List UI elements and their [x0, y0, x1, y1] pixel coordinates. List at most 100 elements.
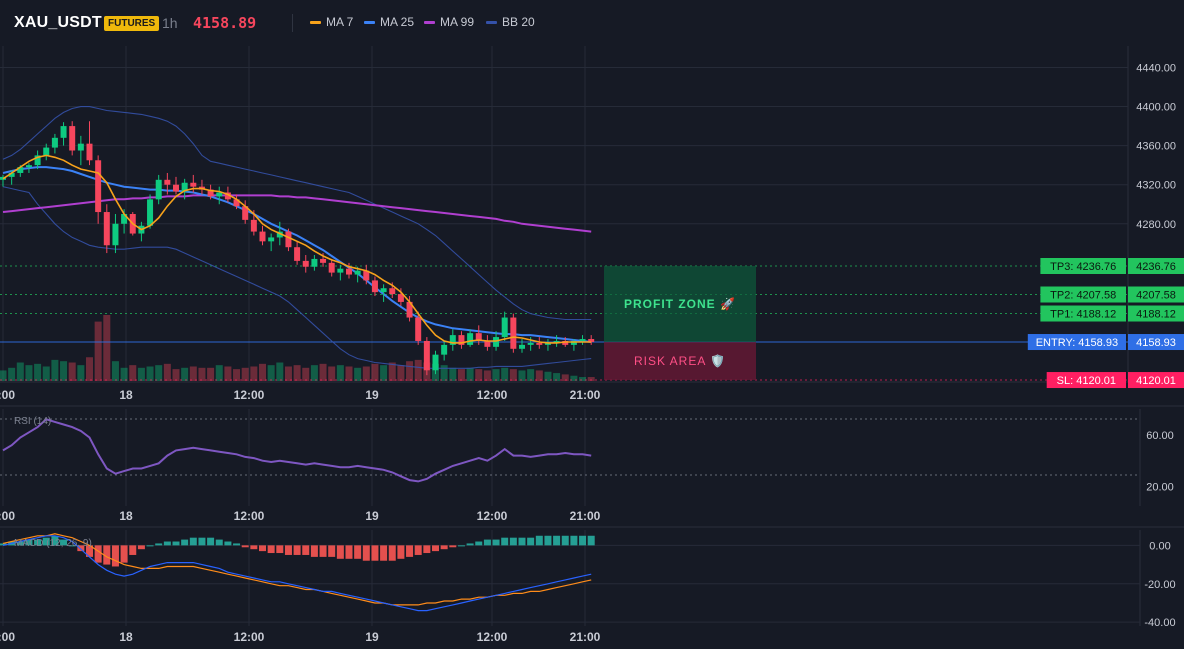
- macd-histogram-bar: [233, 543, 241, 546]
- time-tick-label: 12:00: [234, 388, 265, 402]
- legend-bb20[interactable]: BB 20: [486, 15, 535, 29]
- ma7-swatch: [310, 21, 321, 25]
- macd-histogram-bar: [120, 545, 128, 563]
- level-tag[interactable]: [1027, 334, 1126, 351]
- candle-body: [60, 126, 67, 138]
- legend-ma25-label: MA 25: [380, 15, 415, 29]
- candle-body: [69, 126, 76, 151]
- last-price: 4158.89: [193, 14, 257, 32]
- level-axis-label: 4207.58: [1136, 290, 1176, 302]
- macd-histogram-bar: [293, 545, 301, 555]
- macd-histogram-bar: [535, 535, 543, 546]
- volume-bar: [388, 362, 396, 381]
- time-tick-label: 21:00: [570, 630, 601, 644]
- bb-lower-line: [2, 186, 592, 369]
- candle-body: [311, 258, 318, 267]
- candle-body: [380, 288, 387, 293]
- ma7-line: [2, 154, 592, 344]
- level-tag[interactable]: [1040, 286, 1126, 303]
- candle-body: [164, 179, 171, 185]
- ma99-line: [2, 194, 592, 233]
- candle-body: [95, 160, 102, 213]
- volume-bar: [579, 377, 587, 381]
- candle-body: [467, 333, 474, 345]
- symbol-title[interactable]: XAU_USDT: [14, 14, 102, 31]
- time-tick-label: 12:00: [477, 630, 508, 644]
- candle-body: [268, 237, 275, 242]
- volume-bar: [0, 370, 7, 381]
- candle-body: [8, 172, 15, 177]
- candle-body: [25, 165, 32, 168]
- time-tick-label: 18: [119, 509, 133, 523]
- level-tag[interactable]: [1040, 258, 1126, 275]
- level-axis-label: 4236.76: [1136, 261, 1176, 273]
- macd-histogram-bar: [397, 545, 405, 559]
- macd-histogram-bar: [60, 539, 68, 546]
- volume-bar: [267, 365, 275, 381]
- macd-histogram-bar: [250, 545, 258, 550]
- macd-tick-label: -20.00: [1144, 579, 1175, 591]
- level-axis-tag: [1128, 372, 1184, 389]
- macd-tick-label: 0.00: [1149, 540, 1170, 552]
- level-tag[interactable]: [1046, 372, 1126, 389]
- volume-bar: [86, 357, 93, 381]
- volume-bar: [111, 361, 119, 381]
- macd-histogram-bar: [380, 545, 388, 561]
- macd-histogram-bar: [94, 545, 102, 563]
- macd-histogram-bar: [155, 543, 163, 546]
- legend-ma99[interactable]: MA 99: [424, 15, 474, 29]
- candle-body: [147, 199, 154, 226]
- candle-body: [86, 143, 93, 161]
- price-tick-label: 4320.00: [1136, 180, 1176, 192]
- macd-histogram-bar: [224, 541, 232, 546]
- candle-body: [276, 231, 283, 238]
- legend-ma25[interactable]: MA 25: [364, 15, 414, 29]
- macd-histogram-bar: [42, 537, 50, 546]
- macd-histogram-bar: [466, 543, 474, 546]
- timeframe-label[interactable]: 1h: [162, 15, 178, 31]
- candle-body: [475, 333, 482, 341]
- candle-body: [155, 179, 162, 200]
- candle-body: [51, 137, 58, 148]
- time-tick-label: 18: [119, 388, 133, 402]
- macd-histogram-bar: [215, 539, 223, 546]
- level-axis-tag: [1128, 334, 1184, 351]
- legend-ma7[interactable]: MA 7: [310, 15, 353, 29]
- volume-bar: [198, 367, 206, 381]
- volume-bar: [34, 363, 42, 381]
- macd-histogram-bar: [103, 545, 111, 565]
- candle-body: [328, 262, 335, 273]
- legend-ma99-label: MA 99: [440, 15, 475, 29]
- volume-bar: [94, 321, 102, 381]
- macd-histogram-bar: [198, 537, 206, 546]
- volume-bar: [570, 375, 578, 381]
- level-axis-tag: [1128, 305, 1184, 322]
- volume-bar: [380, 365, 388, 381]
- candle-body: [121, 214, 128, 224]
- level-tag[interactable]: [1040, 305, 1126, 322]
- volume-bar: [207, 367, 215, 381]
- volume-bar: [587, 377, 595, 381]
- futures-badge: FUTURES: [104, 16, 160, 31]
- macd-histogram-bar: [111, 545, 119, 567]
- volume-bar: [60, 361, 68, 381]
- volume-bar: [129, 365, 137, 381]
- macd-histogram-bar: [207, 537, 215, 546]
- macd-histogram-bar: [328, 545, 336, 557]
- candle-body: [389, 288, 396, 295]
- candle-body: [406, 301, 413, 318]
- macd-histogram-bar: [189, 537, 197, 546]
- volume-bar: [406, 361, 414, 381]
- volume-bar: [68, 362, 76, 381]
- time-tick-label: 12:00: [234, 509, 265, 523]
- macd-histogram-bar: [163, 541, 171, 546]
- macd-histogram-bar: [25, 539, 33, 546]
- volume-bar: [224, 366, 232, 381]
- candle-body: [588, 339, 595, 342]
- macd-histogram-bar: [414, 545, 422, 555]
- time-tick-label: 12:00: [477, 509, 508, 523]
- candle-body: [458, 335, 465, 345]
- candle-body: [449, 335, 456, 345]
- time-tick-label: 2:00: [0, 630, 15, 644]
